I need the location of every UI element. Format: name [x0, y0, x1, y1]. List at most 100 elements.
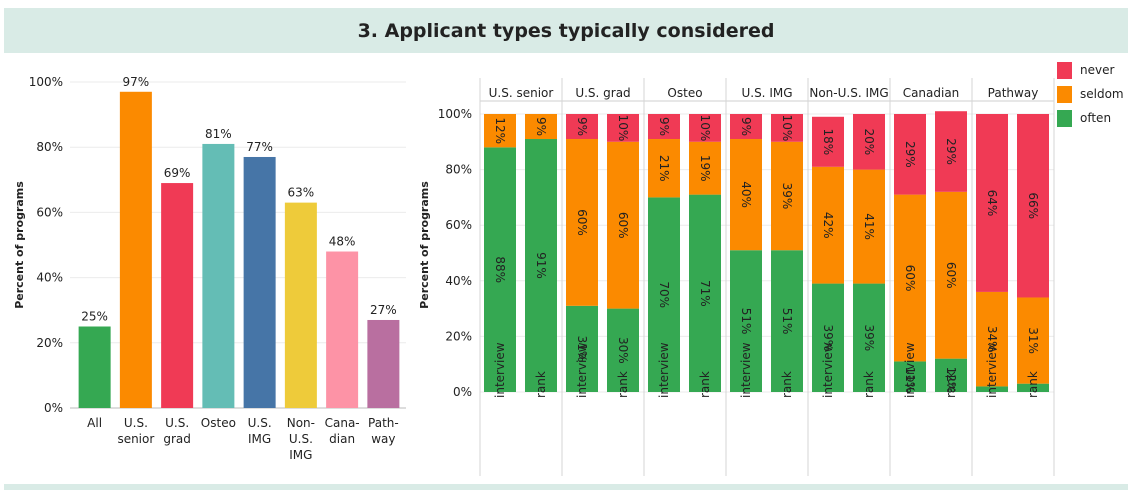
stacked-segment-label: 91% — [534, 252, 548, 279]
stacked-segment-label: 10% — [616, 115, 630, 142]
legend-label-often: often — [1080, 111, 1112, 125]
stacked-segment-label: 9% — [739, 117, 753, 136]
stacked-segment-often — [771, 250, 803, 392]
stacked-segment-often — [894, 361, 926, 392]
stacked-segment-label: 30% — [616, 337, 630, 364]
stacked-segment-label: 9% — [534, 117, 548, 136]
stacked-segment-label: 34% — [985, 326, 999, 353]
stacked-segment-label: 19% — [698, 155, 712, 182]
left-x-tick-label: Path- — [368, 416, 399, 430]
stacked-segment-label: 41% — [862, 213, 876, 240]
group-header-label: U.S. IMG — [741, 86, 792, 100]
left-x-tick-label: All — [87, 416, 102, 430]
left-y-tick-label: 60% — [36, 205, 63, 219]
left-bar-value-label: 77% — [246, 140, 273, 154]
stacked-segment-label: 9% — [657, 117, 671, 136]
stacked-segment-never — [566, 114, 598, 140]
legend-item-never[interactable]: never — [1057, 58, 1129, 82]
left-x-tick-label: dian — [329, 432, 355, 446]
right-y-tick-label: 100% — [438, 107, 472, 121]
stacked-segment-seldom — [566, 139, 598, 306]
stacked-segment-often — [607, 308, 639, 392]
left-y-tick-label: 40% — [36, 271, 63, 285]
stacked-segment-label: 10% — [698, 115, 712, 142]
stacked-x-tick-label: interview — [821, 342, 835, 398]
stacked-segment-label: 12% — [493, 117, 507, 144]
stacked-segment-seldom — [607, 141, 639, 309]
left-bar — [367, 319, 400, 408]
stacked-segment-label: 39% — [821, 324, 835, 351]
stacked-segment-often — [730, 250, 762, 392]
stacked-segment-label: 29% — [944, 138, 958, 165]
group-header-label: U.S. senior — [489, 86, 554, 100]
left-x-tick-label: U.S. — [124, 416, 148, 430]
stacked-segment-label: 21% — [657, 155, 671, 182]
left-y-tick-label: 0% — [44, 401, 63, 415]
left-bar — [243, 156, 276, 408]
right-y-tick-label: 40% — [445, 274, 472, 288]
stacked-segment-often — [812, 283, 844, 392]
stacked-segment-often — [853, 283, 885, 392]
left-x-tick-label: senior — [117, 432, 154, 446]
left-bar-value-label: 27% — [370, 303, 397, 317]
stacked-segment-often — [648, 197, 680, 392]
stacked-segment-seldom — [894, 194, 926, 362]
chart-title: 3. Applicant types typically considered — [357, 19, 775, 42]
left-bar — [161, 183, 194, 408]
stacked-x-tick-label: interview — [493, 342, 507, 398]
group-header-label: Non-U.S. IMG — [809, 86, 888, 100]
stacked-segment-never — [894, 114, 926, 195]
left-bar-value-label: 48% — [329, 235, 356, 249]
stacked-segment-label: 18% — [821, 128, 835, 155]
stacked-segment-label: 39% — [862, 324, 876, 351]
stacked-segment-label: 51% — [739, 308, 753, 335]
stacked-segment-seldom — [648, 139, 680, 198]
stacked-segment-label: 31% — [1026, 327, 1040, 354]
stacked-segment-label: 20% — [862, 128, 876, 155]
left-bar-value-label: 97% — [123, 75, 150, 89]
group-header-label: U.S. grad — [575, 86, 630, 100]
group-header-label: Osteo — [667, 86, 702, 100]
left-x-tick-label: Non- — [287, 416, 315, 430]
stacked-x-tick-label: rank — [616, 371, 630, 398]
stacked-segment-label: 64% — [985, 190, 999, 217]
stacked-segment-seldom — [935, 191, 967, 359]
left-y-axis-label: Percent of programs — [13, 181, 26, 309]
right-y-tick-label: 20% — [445, 329, 472, 343]
left-x-tick-label: IMG — [248, 432, 271, 446]
legend-item-seldom[interactable]: seldom — [1057, 82, 1129, 106]
stacked-x-tick-label: interview — [903, 342, 917, 398]
stacked-segment-seldom — [853, 169, 885, 284]
stacked-segment-never — [812, 116, 844, 167]
legend-item-often[interactable]: often — [1057, 106, 1129, 130]
chart-title-bar: 3. Applicant types typically considered — [4, 8, 1128, 53]
stacked-segment-label: 31% — [575, 336, 589, 363]
left-bar-value-label: 81% — [205, 127, 232, 141]
legend-swatch-seldom — [1057, 85, 1072, 103]
stacked-segment-label: 60% — [903, 265, 917, 292]
left-x-tick-label: U.S. — [165, 416, 189, 430]
stacked-segment-never — [607, 114, 639, 142]
stacked-segment-never — [853, 114, 885, 170]
stacked-segment-seldom — [730, 139, 762, 251]
stacked-x-tick-label: interview — [739, 342, 753, 398]
stacked-x-tick-label: rank — [534, 371, 548, 398]
stacked-segment-seldom — [484, 114, 516, 148]
stacked-x-tick-label: rank — [862, 371, 876, 398]
left-bar-value-label: 63% — [288, 186, 315, 200]
stacked-segment-never — [689, 114, 721, 142]
left-y-tick-label: 20% — [36, 336, 63, 350]
left-y-tick-label: 100% — [29, 75, 63, 89]
stacked-segment-label: 70% — [657, 281, 671, 308]
legend-label-never: never — [1080, 63, 1115, 77]
stacked-segment-never — [730, 114, 762, 140]
left-x-tick-label: U.S. — [248, 416, 272, 430]
stacked-x-tick-label: rank — [698, 371, 712, 398]
right-y-tick-label: 0% — [453, 385, 472, 399]
stacked-segment-often — [566, 305, 598, 392]
stacked-segment-label: 11% — [903, 367, 917, 394]
stacked-segment-label: 12% — [944, 367, 958, 394]
stacked-segment-seldom — [771, 141, 803, 251]
right-y-tick-label: 80% — [445, 163, 472, 177]
